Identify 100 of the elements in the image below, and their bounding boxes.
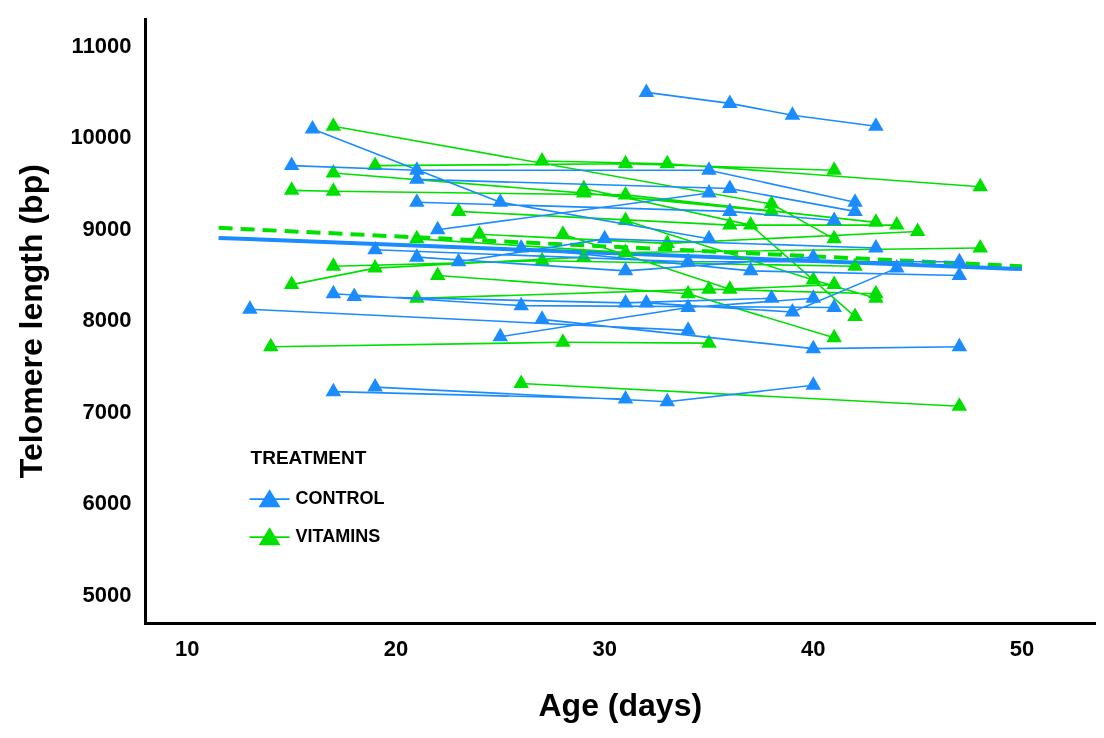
- point: [680, 284, 696, 299]
- point: [701, 161, 717, 175]
- point: [701, 229, 717, 244]
- point: [617, 154, 634, 169]
- point: [680, 298, 696, 312]
- point: [617, 293, 634, 308]
- point: [805, 339, 822, 354]
- point: [742, 216, 759, 230]
- point: [868, 238, 884, 253]
- y-tick-label: 7000: [82, 398, 132, 424]
- point: [826, 298, 842, 312]
- point: [951, 252, 968, 267]
- point: [826, 229, 842, 244]
- point: [972, 238, 989, 253]
- y-axis-title: Telomere length (bp): [13, 164, 50, 479]
- point: [701, 334, 717, 348]
- point: [722, 216, 738, 230]
- legend-label: CONTROL: [295, 488, 385, 509]
- point: [262, 337, 279, 352]
- point: [513, 374, 529, 388]
- point: [951, 397, 968, 411]
- point: [283, 181, 300, 195]
- point: [492, 327, 509, 342]
- point: [784, 106, 801, 120]
- point: [722, 94, 738, 108]
- point: [826, 328, 842, 343]
- point: [909, 222, 926, 237]
- x-tick-label: 50: [1009, 636, 1035, 662]
- point: [409, 193, 425, 207]
- point: [304, 120, 321, 134]
- point: [805, 376, 822, 390]
- point: [513, 296, 529, 311]
- point: [888, 259, 905, 273]
- point: [283, 156, 300, 171]
- point: [534, 310, 550, 324]
- point: [826, 161, 842, 175]
- point: [805, 289, 822, 303]
- point: [429, 266, 446, 280]
- point: [534, 152, 550, 166]
- point: [638, 293, 655, 308]
- point: [555, 333, 571, 347]
- x-tick-label: 20: [383, 636, 409, 662]
- point: [450, 202, 467, 216]
- point: [742, 261, 759, 276]
- point: [763, 289, 780, 303]
- point: [826, 211, 842, 226]
- y-tick-label: 11000: [71, 32, 132, 58]
- y-tick-label: 6000: [82, 490, 132, 516]
- x-tick-label: 40: [801, 636, 826, 662]
- point: [617, 185, 634, 200]
- point: [951, 337, 968, 352]
- point: [575, 179, 592, 193]
- y-tick-label: 8000: [82, 307, 132, 333]
- y-tick-label: 9000: [82, 215, 132, 241]
- point: [680, 252, 696, 267]
- point: [826, 275, 842, 290]
- point: [951, 266, 968, 280]
- x-tick-label: 10: [175, 636, 200, 662]
- y-tick-label: 10000: [70, 124, 132, 150]
- point: [242, 300, 258, 314]
- point: [346, 287, 363, 301]
- point: [805, 271, 822, 285]
- x-tick-label: 30: [592, 636, 617, 662]
- point: [638, 83, 655, 97]
- point: [617, 261, 634, 276]
- point: [409, 248, 425, 262]
- point: [659, 392, 676, 407]
- point: [325, 182, 342, 196]
- point: [513, 238, 529, 253]
- point: [680, 321, 696, 335]
- point: [617, 243, 634, 258]
- point: [555, 225, 571, 239]
- point: [325, 257, 342, 271]
- point: [325, 382, 342, 397]
- point: [701, 184, 717, 198]
- point: [617, 389, 634, 404]
- point: [659, 154, 676, 169]
- legend-label: VITAMINS: [295, 526, 381, 547]
- y-tick-label: 5000: [82, 581, 132, 607]
- point: [409, 229, 425, 244]
- point: [972, 177, 989, 192]
- point: [722, 280, 738, 294]
- legend-title: TREATMENT: [250, 447, 367, 469]
- point: [805, 248, 822, 262]
- point: [450, 252, 467, 267]
- point: [367, 240, 383, 255]
- point: [471, 225, 488, 239]
- point: [722, 179, 738, 193]
- point: [701, 280, 717, 294]
- x-axis-title: Age (days): [538, 686, 703, 723]
- point: [847, 307, 863, 322]
- point: [325, 284, 342, 299]
- point: [596, 229, 613, 244]
- point: [868, 117, 884, 131]
- point: [325, 117, 342, 131]
- point: [429, 220, 446, 235]
- point: [367, 378, 383, 392]
- point: [722, 202, 738, 216]
- point: [888, 216, 905, 230]
- point: [868, 213, 884, 227]
